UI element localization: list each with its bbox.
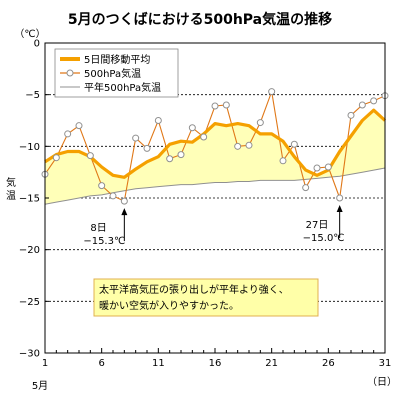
data-point [302, 184, 310, 192]
data-point [64, 130, 72, 138]
data-point [86, 152, 94, 160]
legend-label-normal: 平年500hPa気温 [84, 81, 161, 94]
legend-marker-daily [66, 69, 74, 77]
x-tick-label: 26 [322, 358, 335, 369]
data-point [245, 141, 253, 149]
data-point [52, 154, 60, 162]
y-tick-label: −5 [25, 90, 40, 101]
data-point [109, 192, 117, 200]
y-tick-label: 0 [34, 39, 40, 50]
y-axis-label-char-2: 温 [6, 190, 16, 202]
x-tick-label: 31 [379, 358, 392, 369]
axes: 0−5−10−15−20−25−301 6 11 16 21 26 31 [19, 39, 391, 370]
y-axis-label: 気 温 [6, 176, 16, 202]
x-tick-label: 6 [98, 358, 104, 369]
legend: 5日間移動平均 500hPa気温 平年500hPa気温 [54, 48, 179, 98]
x-axis-month-label: 5月 [32, 380, 48, 392]
series-group [41, 88, 389, 205]
x-tick-label: 1 [42, 358, 48, 369]
data-point [336, 194, 344, 202]
data-point [234, 142, 242, 150]
data-point [98, 182, 106, 190]
y-axis-label-char-1: 気 [6, 176, 16, 189]
data-point [166, 155, 174, 163]
data-point [143, 144, 151, 152]
x-tick-label: 16 [209, 358, 222, 369]
y-tick-label: −25 [19, 297, 40, 308]
x-axis-unit-label: （日） [367, 376, 397, 388]
y-unit-label: （℃） [14, 28, 45, 40]
data-point [211, 102, 219, 110]
annotation-value-label: −15.0℃ [303, 233, 345, 244]
data-point [256, 119, 264, 127]
data-point [290, 140, 298, 148]
data-point [200, 133, 208, 141]
data-point [222, 101, 230, 109]
y-tick-label: −30 [19, 349, 40, 360]
y-tick-label: −15 [19, 194, 40, 205]
data-point [324, 163, 332, 171]
annotations: 8日 −15.3℃ 27日 −15.0℃ [83, 205, 345, 247]
data-point [268, 88, 276, 96]
annotation-date-label: 8日 [90, 223, 106, 234]
data-point [313, 164, 321, 172]
data-point [188, 124, 196, 132]
data-point [132, 134, 140, 142]
series-line-normal [44, 167, 386, 205]
legend-label-daily: 500hPa気温 [84, 67, 141, 80]
fill-area [45, 110, 385, 205]
comment-line-2: 暖かい空気が入りやすかった。 [99, 299, 239, 312]
data-point [279, 157, 287, 165]
data-point [358, 101, 366, 109]
comment-line-1: 太平洋高気圧の張り出しが平年より強く、 [99, 283, 289, 296]
annotation-arrow-head [121, 208, 128, 216]
legend-label-moving-average: 5日間移動平均 [84, 53, 150, 66]
annotation-value-label: −15.3℃ [83, 236, 125, 247]
x-tick-label: 11 [152, 358, 165, 369]
data-point [177, 151, 185, 159]
data-point [154, 117, 162, 124]
y-tick-label: −10 [19, 142, 40, 153]
data-point [75, 122, 83, 130]
comment-callout: 太平洋高気圧の張り出しが平年より強く、 暖かい空気が入りやすかった。 [93, 278, 319, 317]
comment-box [93, 278, 319, 317]
annotation-arrow-head [336, 205, 343, 212]
data-point [347, 111, 355, 119]
anomaly-fill [45, 110, 385, 205]
data-point [120, 197, 128, 205]
data-point [370, 97, 378, 105]
y-tick-label: −20 [19, 245, 40, 256]
x-tick-label: 21 [265, 358, 278, 369]
chart-title: 5月のつくばにおける500hPa気温の推移 [68, 11, 332, 28]
annotation-date-label: 27日 [306, 220, 329, 231]
